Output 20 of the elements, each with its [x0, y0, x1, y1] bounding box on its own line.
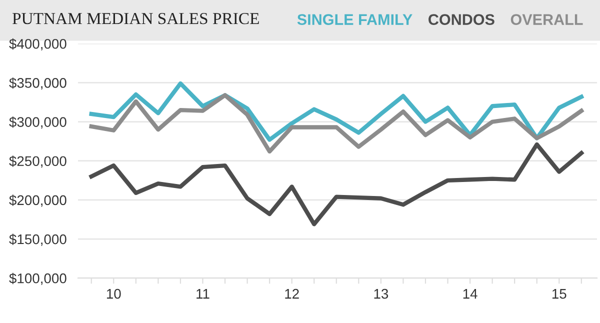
text: SINGLE FAMILY [297, 14, 412, 25]
line-series [89, 93, 584, 154]
text: CONDOS [428, 14, 494, 25]
line-series [89, 142, 584, 226]
y-tick-label: $200,000 [9, 194, 66, 207]
x-tick-label: 12 [285, 288, 299, 299]
line-series [89, 81, 584, 142]
y-tick-label: $250,000 [9, 156, 66, 168]
y-tick-label: $100,000 [9, 272, 66, 285]
x-tick-label: 11 [196, 289, 210, 299]
text: OVERALL [510, 14, 583, 25]
y-tick-label: $300,000 [9, 116, 66, 129]
y-tick-label: $400,000 [9, 38, 66, 50]
x-tick-label: 10 [106, 288, 121, 299]
chart-title: PUTNAM MEDIAN SALES PRICE [12, 12, 259, 24]
y-tick-label: $350,000 [9, 77, 66, 90]
x-tick-label: 14 [463, 289, 478, 299]
x-tick-label: 13 [374, 288, 388, 299]
y-tick-label: $150,000 [9, 234, 66, 246]
x-tick-label: 15 [552, 289, 566, 299]
